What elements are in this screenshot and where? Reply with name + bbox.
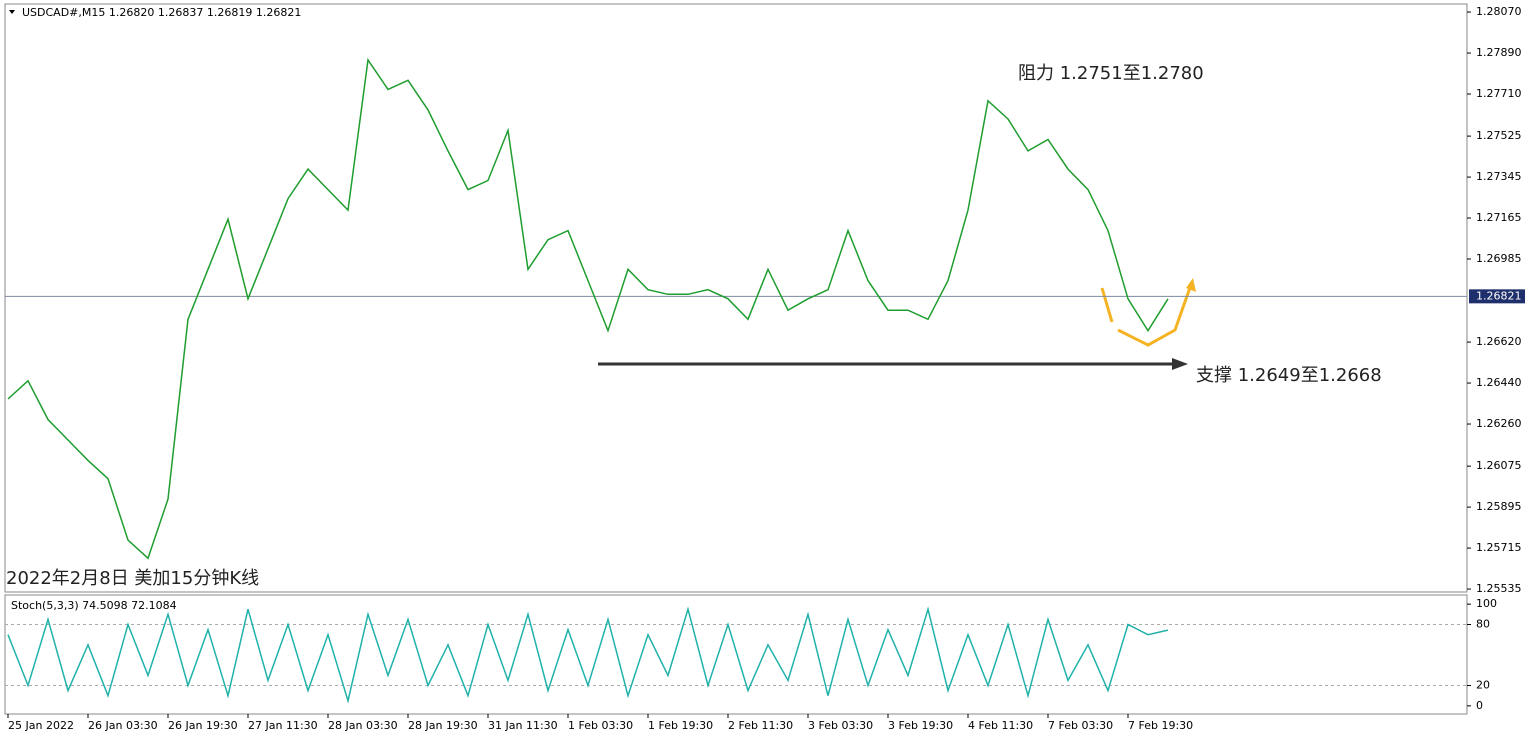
y-tick-label: 1.26075 (1476, 459, 1522, 472)
resistance-label: 阻力 1.2751至1.2780 (1018, 63, 1204, 84)
x-tick-label: 25 Jan 2022 (8, 719, 74, 732)
menu-triangle (9, 10, 15, 14)
x-tick-label: 27 Jan 11:30 (248, 719, 318, 732)
y-tick-label: 1.25535 (1476, 582, 1522, 595)
x-tick-label: 28 Jan 19:30 (408, 719, 478, 732)
x-tick-label: 26 Jan 19:30 (168, 719, 238, 732)
main-panel (4, 3, 1468, 593)
y-tick-label: 1.27890 (1476, 46, 1522, 59)
y-tick-label: 0 (1476, 699, 1483, 712)
x-tick-label: 1 Feb 19:30 (648, 719, 713, 732)
y-tick-label: 1.26620 (1476, 335, 1522, 348)
y-tick-label: 1.25715 (1476, 541, 1522, 554)
x-tick-label: 2 Feb 11:30 (728, 719, 793, 732)
support-arrowhead (1172, 358, 1188, 370)
x-tick-label: 28 Jan 03:30 (328, 719, 398, 732)
y-tick-label: 1.28070 (1476, 5, 1522, 18)
y-tick-label: 80 (1476, 617, 1490, 630)
x-tick-label: 3 Feb 03:30 (808, 719, 873, 732)
y-tick-label: 1.26440 (1476, 376, 1522, 389)
y-tick-label: 1.27525 (1476, 129, 1522, 142)
x-tick-label: 7 Feb 03:30 (1048, 719, 1113, 732)
x-tick-label: 4 Feb 11:30 (968, 719, 1033, 732)
y-tick-label: 1.26260 (1476, 417, 1522, 430)
chart-title: USDCAD#,M15 1.26820 1.26837 1.26819 1.26… (22, 6, 301, 19)
x-tick-label: 3 Feb 19:30 (888, 719, 953, 732)
support-label: 支撑 1.2649至1.2668 (1196, 365, 1382, 386)
y-tick-label: 1.25895 (1476, 500, 1522, 513)
current-price-label: 1.26821 (1476, 289, 1522, 302)
x-tick-label: 1 Feb 03:30 (568, 719, 633, 732)
y-tick-label: 1.26985 (1476, 252, 1522, 265)
y-tick-label: 1.27345 (1476, 170, 1522, 183)
x-tick-label: 26 Jan 03:30 (88, 719, 158, 732)
curve-arrowhead (1186, 278, 1196, 292)
y-tick-label: 1.27165 (1476, 211, 1522, 224)
y-tick-label: 1.27710 (1476, 87, 1522, 100)
series-line (7, 606, 1169, 704)
series-line (7, 57, 1169, 560)
stoch-panel (4, 594, 1468, 715)
stoch-title: Stoch(5,3,3) 74.5098 72.1084 (11, 599, 177, 612)
current-price-box (1469, 289, 1525, 304)
chart-caption: 2022年2月8日 美加15分钟K线 (6, 568, 259, 589)
x-tick-label: 31 Jan 11:30 (488, 719, 558, 732)
curve-arrow (1100, 281, 1194, 347)
y-tick-label: 20 (1476, 679, 1490, 692)
y-tick-label: 100 (1476, 597, 1497, 610)
x-tick-label: 7 Feb 19:30 (1128, 719, 1193, 732)
